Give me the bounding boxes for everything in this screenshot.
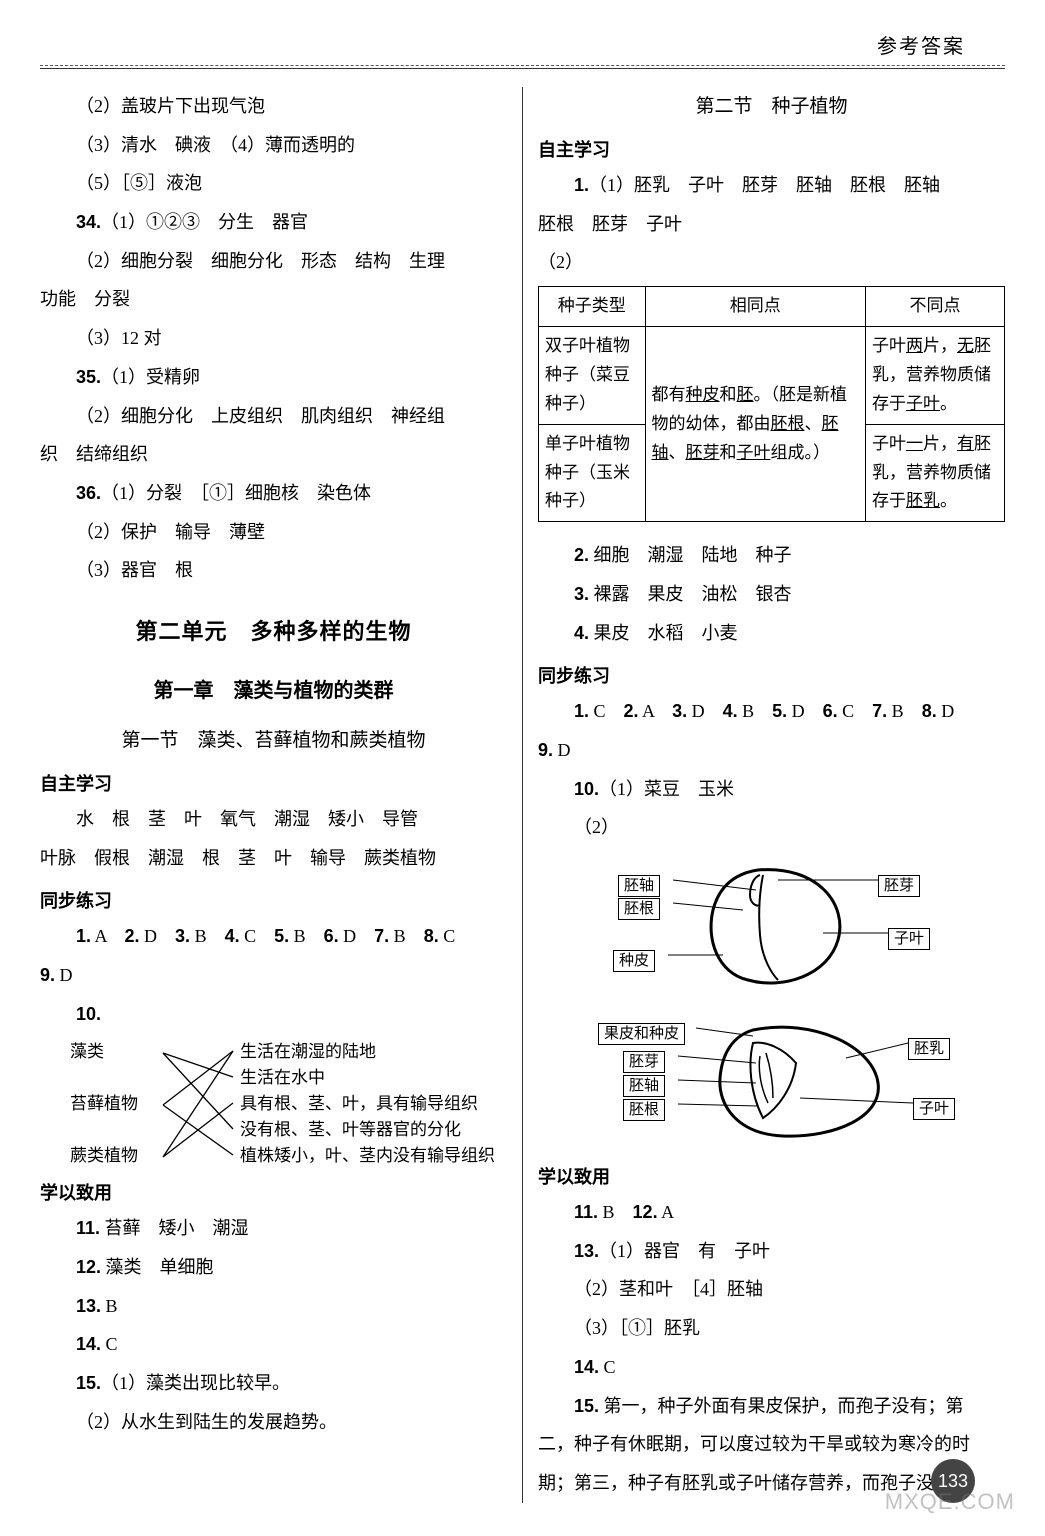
text-line: （3）清水 碘液 （4）薄而透明的 bbox=[40, 126, 507, 165]
text-line: 12. 藻类 单细胞 bbox=[40, 1248, 507, 1287]
diagram-label: 胚根 bbox=[623, 1099, 665, 1121]
text-line: 1.（1）胚乳 子叶 胚芽 胚轴 胚根 胚轴 bbox=[538, 166, 1005, 205]
match-right-item: 没有根、茎、叶等器官的分化 bbox=[240, 1117, 495, 1143]
diagram-label: 胚芽 bbox=[623, 1051, 665, 1073]
subheading-self-study: 自主学习 bbox=[538, 136, 1005, 162]
table-header: 不同点 bbox=[866, 287, 1005, 327]
text-line: （2）保护 输导 薄壁 bbox=[40, 513, 507, 552]
match-right-item: 生活在潮湿的陆地 bbox=[240, 1039, 495, 1065]
text-line: 二，种子有休眠期，可以度过较为干旱或较为寒冷的时 bbox=[538, 1425, 1005, 1464]
table-cell: 都有种皮和胚。（胚是新植物的幼体，都由胚根、胚轴、胚芽和子叶组成。） bbox=[645, 326, 866, 521]
text-line: 15. 第一，种子外面有果皮保护，而孢子没有；第 bbox=[538, 1387, 1005, 1426]
watermark: MXQE.COM bbox=[885, 1489, 1015, 1515]
page-header: 参考答案 bbox=[40, 30, 1005, 59]
right-column: 第二节 种子植物 自主学习 1.（1）胚乳 子叶 胚芽 胚轴 胚根 胚轴 胚根 … bbox=[522, 87, 1005, 1503]
subheading-apply: 学以致用 bbox=[538, 1163, 1005, 1189]
text-line: （2） bbox=[538, 243, 1005, 282]
corn-seed-diagram: 果皮和种皮 胚芽 胚轴 胚根 胚乳 子叶 bbox=[578, 1008, 1005, 1153]
section-heading: 第一节 藻类、苔藓植物和蕨类植物 bbox=[40, 725, 507, 752]
bean-seed-diagram: 胚轴 胚根 种皮 胚芽 子叶 bbox=[578, 855, 1005, 1000]
text-line: 11. 苔藓 矮小 潮湿 bbox=[40, 1209, 507, 1248]
text-line: （2）盖玻片下出现气泡 bbox=[40, 87, 507, 126]
diagram-label: 种皮 bbox=[613, 950, 655, 972]
subheading-self-study: 自主学习 bbox=[40, 770, 507, 796]
header-divider bbox=[40, 65, 1005, 69]
match-right-item: 生活在水中 bbox=[240, 1065, 495, 1091]
subheading-practice: 同步练习 bbox=[40, 887, 507, 913]
diagram-label: 胚乳 bbox=[908, 1038, 950, 1060]
text-line: 13.（1）器官 有 子叶 bbox=[538, 1232, 1005, 1271]
diagram-label: 胚轴 bbox=[618, 875, 660, 897]
text-line: 水 根 茎 叶 氧气 潮湿 矮小 导管 bbox=[40, 800, 507, 839]
diagram-label: 胚根 bbox=[618, 898, 660, 920]
diagram-label: 子叶 bbox=[888, 928, 930, 950]
answer-line: 1. A 2. D 3. B 4. C 5. B 6. D 7. B 8. C bbox=[40, 917, 507, 956]
text-line: 35.（1）受精卵 bbox=[40, 358, 507, 397]
text-line: （2） bbox=[538, 808, 1005, 847]
diagram-label: 子叶 bbox=[913, 1098, 955, 1120]
answer-line: 1. C 2. A 3. D 4. B 5. D 6. C 7. B 8. D bbox=[538, 692, 1005, 731]
text-line: （5）［⑤］液泡 bbox=[40, 164, 507, 203]
table-header: 相同点 bbox=[645, 287, 866, 327]
table-cell: 双子叶植物种子（菜豆种子） bbox=[539, 326, 646, 424]
text-line: 叶脉 假根 潮湿 根 茎 叶 输导 蕨类植物 bbox=[40, 839, 507, 878]
matching-diagram: 藻类 苔藓植物 蕨类植物 生活在潮湿的陆地 生活在水中 具有根、茎、叶，具有输导… bbox=[70, 1039, 507, 1169]
text-line: 14. C bbox=[538, 1348, 1005, 1387]
text-line: 织 结缔组织 bbox=[40, 435, 507, 474]
table-cell: 子叶一片，有胚乳，营养物质储存于胚乳。 bbox=[866, 424, 1005, 522]
answer-line: 9. D bbox=[538, 731, 1005, 770]
text-line: （2）细胞分裂 细胞分化 形态 结构 生理 bbox=[40, 242, 507, 281]
seed-compare-table: 种子类型 相同点 不同点 双子叶植物种子（菜豆种子） 都有种皮和胚。（胚是新植物… bbox=[538, 286, 1005, 522]
text-line: （2）茎和叶 ［4］胚轴 bbox=[538, 1270, 1005, 1309]
left-column: （2）盖玻片下出现气泡 （3）清水 碘液 （4）薄而透明的 （5）［⑤］液泡 3… bbox=[40, 87, 522, 1503]
match-left-item: 苔藓植物 bbox=[70, 1091, 138, 1117]
section-heading: 第二节 种子植物 bbox=[538, 91, 1005, 118]
text-line: 3. 裸露 果皮 油松 银杏 bbox=[538, 575, 1005, 614]
text-line: 15.（1）藻类出现比较早。 bbox=[40, 1364, 507, 1403]
match-right-item: 植株矮小，叶、茎内没有输导组织 bbox=[240, 1143, 495, 1169]
text-line: 胚根 胚芽 子叶 bbox=[538, 205, 1005, 244]
diagram-label: 胚轴 bbox=[623, 1075, 665, 1097]
table-cell: 子叶两片，无胚乳，营养物质储存于子叶。 bbox=[866, 326, 1005, 424]
text-line: 11. B 12. A bbox=[538, 1193, 1005, 1232]
text-line: 34.（1）①②③ 分生 器官 bbox=[40, 203, 507, 242]
table-header: 种子类型 bbox=[539, 287, 646, 327]
text-line: 功能 分裂 bbox=[40, 280, 507, 319]
chapter-heading: 第一章 藻类与植物的类群 bbox=[40, 674, 507, 703]
text-line: （2）从水生到陆生的发展趋势。 bbox=[40, 1403, 507, 1442]
text-line: （3）器官 根 bbox=[40, 551, 507, 590]
match-left-item: 蕨类植物 bbox=[70, 1143, 138, 1169]
table-cell: 单子叶植物种子（玉米种子） bbox=[539, 424, 646, 522]
text-line: （3）［①］胚乳 bbox=[538, 1309, 1005, 1348]
text-line: 14. C bbox=[40, 1325, 507, 1364]
text-line: 2. 细胞 潮湿 陆地 种子 bbox=[538, 536, 1005, 575]
text-line: 13. B bbox=[40, 1287, 507, 1326]
answer-line: 9. D bbox=[40, 956, 507, 995]
match-right-item: 具有根、茎、叶，具有输导组织 bbox=[240, 1091, 495, 1117]
q10-label: 10. bbox=[40, 995, 507, 1034]
subheading-apply: 学以致用 bbox=[40, 1179, 507, 1205]
text-line: 10.（1）菜豆 玉米 bbox=[538, 770, 1005, 809]
text-line: （3）12 对 bbox=[40, 319, 507, 358]
subheading-practice: 同步练习 bbox=[538, 662, 1005, 688]
diagram-label: 果皮和种皮 bbox=[598, 1023, 685, 1045]
diagram-label: 胚芽 bbox=[878, 875, 920, 897]
text-line: 4. 果皮 水稻 小麦 bbox=[538, 614, 1005, 653]
match-left-item: 藻类 bbox=[70, 1039, 138, 1065]
match-lines-icon bbox=[158, 1043, 238, 1173]
text-line: （2）细胞分化 上皮组织 肌肉组织 神经组 bbox=[40, 397, 507, 436]
text-line: 36.（1）分裂 ［①］细胞核 染色体 bbox=[40, 474, 507, 513]
unit-heading: 第二单元 多种多样的生物 bbox=[40, 614, 507, 646]
